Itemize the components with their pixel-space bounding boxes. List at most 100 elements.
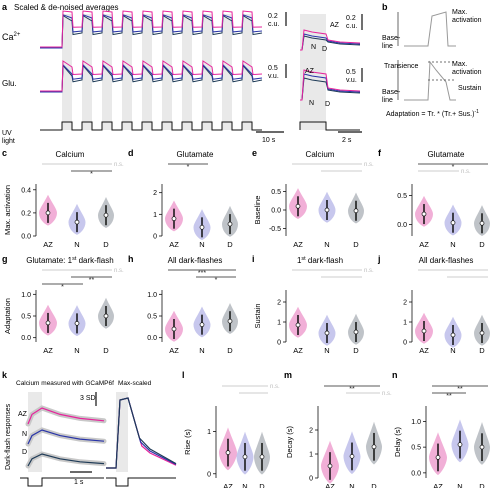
violin-panels: c Calcium n.s. * 0.4 0.2 0.0 Max. activation AZ N… [2, 148, 490, 488]
y-tick-label: 0.4 [21, 187, 31, 194]
y-tick-label: 1.0 [21, 292, 31, 299]
panel-letter-a: a [2, 2, 8, 12]
y-tick-label: 1 [309, 452, 313, 459]
calcium-scale-unit: c.u. [268, 21, 279, 28]
violin-panel-i: i 1st dark-flash n.s. 2 1 0 Sustain AZ N D [252, 254, 374, 355]
stimulus-bands [62, 14, 252, 130]
group-label: AZ [293, 240, 303, 249]
trace-line [40, 64, 263, 93]
y-tick-label: 1 [277, 320, 281, 327]
panel-a: a Scaled & de-noised averages Ca2+ Glu. … [2, 2, 363, 145]
panel-k-ylabel: Dark-flash responses [5, 403, 12, 470]
zoom-az-label-ca: AZ [330, 22, 340, 29]
baseline-label-2: Base- [382, 89, 401, 96]
panel-letter-d: d [128, 148, 134, 158]
significance-label: n.s. [382, 391, 392, 397]
glutamate-scale-value: 0.5 [268, 65, 278, 72]
significance-label: *** [198, 270, 206, 277]
panel-letter-g: g [2, 254, 8, 264]
zoom-calcium-scale-unit: c.u. [346, 23, 357, 30]
group-label: N [199, 240, 204, 249]
significance-label: * [452, 164, 455, 171]
significance-label: n.s. [364, 268, 374, 274]
significance-label: n.s. [270, 384, 280, 390]
significance-label: n.s. [114, 162, 124, 168]
group-label: AZ [223, 482, 233, 488]
violin-median-point [103, 313, 109, 319]
violin-panel-n: n ** ** 1.0 0.5 0.0 Delay (s) AZ N D [392, 370, 490, 488]
violin-median-point [295, 203, 301, 209]
panel-title: 1st dark-flash [297, 256, 343, 265]
violin-median-point [450, 332, 456, 338]
y-tick-label: 1 [207, 429, 211, 436]
group-label: N [242, 482, 247, 488]
significance-label: ** [457, 386, 463, 393]
panel-k-title-2: Max-scaled [118, 380, 152, 387]
adaptation-formula: Adaptation = Tr. * (Tr.+ Sus.)-1 [386, 109, 479, 118]
y-tick-label: 2 [309, 428, 313, 435]
group-label: D [103, 240, 109, 249]
y-tick-label: 0.5 [21, 314, 31, 321]
violin-panel-g: g Glutamate: 1st dark-flashn.s.***1.00.50… [2, 254, 124, 355]
significance-label: ** [89, 277, 95, 284]
violin-median-point [435, 455, 441, 460]
panel-title: All dark-flashes [168, 256, 223, 265]
panel-title: Calcium [56, 150, 85, 159]
zoom-n-label-ca: N [311, 44, 316, 51]
violin-median-point [45, 320, 51, 326]
k-sd-scale-label: 3 SD [80, 395, 96, 402]
baseline-label-1: Base- [382, 35, 401, 42]
uv-light-label-2: light [2, 138, 15, 145]
k-trace-line [27, 407, 105, 425]
trace-line [40, 14, 263, 49]
schematic-trace-1 [404, 11, 456, 47]
glutamate-scale-unit: v.u. [268, 73, 279, 80]
group-label: AZ [293, 346, 303, 355]
group-label: AZ [419, 240, 429, 249]
y-tick-label: 0.0 [397, 222, 407, 229]
y-tick-label: 0 [207, 471, 211, 478]
zoom-glutamate-scale-unit: v.u. [346, 77, 357, 84]
group-label: D [479, 346, 485, 355]
k-stim-trace-2 [106, 477, 176, 487]
violin-median-point [479, 444, 485, 450]
trace-line [40, 14, 263, 49]
y-tick-label: 0.5 [271, 189, 281, 196]
y-tick-label: 0.0 [21, 234, 31, 241]
group-label: N [74, 346, 79, 355]
violin-median-point [371, 444, 377, 450]
y-axis-label: Sustain [253, 303, 262, 328]
violin-median-point [227, 221, 233, 227]
group-label: D [227, 240, 233, 249]
violin-median-point [74, 321, 80, 326]
significance-label: * [61, 284, 64, 291]
group-label: D [371, 482, 377, 488]
violin-median-point [324, 207, 330, 213]
violin-median-point [450, 220, 456, 226]
group-label: N [349, 482, 354, 488]
zoom-n-label-glu: N [309, 100, 314, 107]
group-label: N [450, 346, 455, 355]
dark-flash-band [202, 14, 212, 130]
violin-median-point [353, 208, 359, 214]
zoom-time-scale-label: 2 s [342, 137, 352, 144]
panel-letter-e: e [252, 148, 257, 158]
violin-panel-d: d Glutamate * 2 1 0 AZ N D [128, 148, 238, 249]
y-tick-label: 0.5 [147, 314, 157, 321]
violin-median-point [457, 442, 463, 447]
violin-panel-f: f Glutamate * n.s. 0.5 0.0 AZ N D [378, 148, 490, 249]
y-tick-label: 2 [403, 300, 407, 307]
violin-median-point [74, 219, 80, 225]
significance-label: n.s. [461, 169, 471, 175]
zoom-uv-trace [299, 121, 360, 131]
y-axis-label: Max. activation [3, 185, 12, 235]
group-label: D [353, 240, 359, 249]
panel-letter-k: k [2, 370, 8, 380]
significance-label: n.s. [114, 268, 124, 274]
violin-panel-l: l n.s. 1 0 Rise (s) AZ N D [182, 370, 280, 488]
zoom-d-label-glu: D [325, 101, 330, 108]
panel-k: k Calcium measured with GCaMP6f Max-scal… [2, 370, 177, 487]
traces-a [40, 10, 263, 93]
group-label: N [74, 240, 79, 249]
violin-median-point [242, 454, 248, 460]
